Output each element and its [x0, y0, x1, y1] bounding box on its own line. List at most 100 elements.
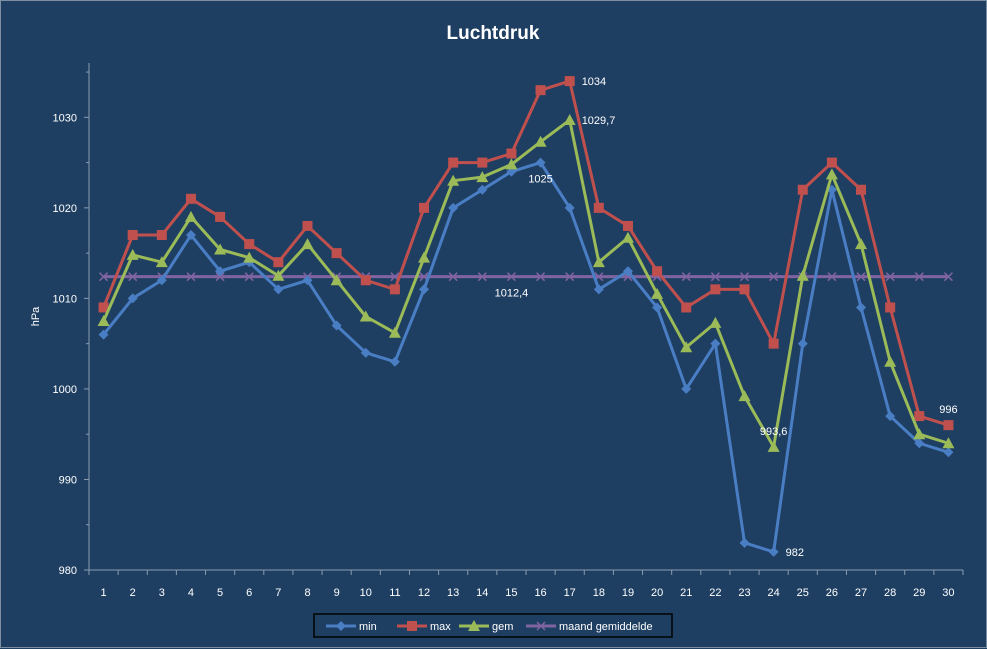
- point-min: [564, 202, 575, 213]
- y-axis-title: hPa: [30, 306, 42, 326]
- point-max: [156, 230, 167, 241]
- point-max: [593, 202, 604, 213]
- point-max: [652, 266, 663, 277]
- point-max: [564, 76, 575, 87]
- x-tick-label: 5: [217, 587, 223, 599]
- point-min: [710, 338, 721, 349]
- point-gem: [214, 243, 227, 255]
- point-maand-gemiddelde: [943, 272, 953, 282]
- legend-label-min: min: [359, 621, 377, 633]
- y-tick-label: 980: [59, 565, 77, 577]
- point-gem: [942, 437, 955, 449]
- series-layer: [97, 76, 955, 557]
- data-label: 1012,4: [495, 288, 529, 300]
- x-tick-label: 16: [534, 587, 546, 599]
- point-max: [98, 302, 109, 313]
- x-tick-label: 29: [913, 587, 925, 599]
- legend: min max gem maand gemiddelde: [313, 613, 673, 638]
- point-maand-gemiddelde: [739, 272, 750, 282]
- point-min: [215, 266, 226, 277]
- point-gem: [388, 326, 401, 338]
- point-max: [360, 275, 371, 286]
- point-maand-gemiddelde: [99, 272, 109, 282]
- point-gem: [505, 158, 518, 170]
- point-min: [739, 537, 750, 548]
- point-max: [448, 157, 459, 168]
- x-tick-label: 15: [505, 587, 517, 599]
- legend-label-gem: gem: [492, 621, 513, 633]
- y-tick-label: 1010: [53, 293, 77, 305]
- point-min: [302, 275, 313, 286]
- point-max: [535, 85, 546, 96]
- series-line-min: [102, 161, 949, 554]
- point-min: [331, 320, 342, 331]
- legend-label-max: max: [430, 621, 451, 633]
- point-gem: [913, 428, 926, 440]
- y-tick-label: 1030: [53, 112, 77, 124]
- point-maand-gemiddelde: [215, 272, 225, 282]
- point-min: [360, 347, 371, 358]
- point-maand-gemiddelde: [769, 272, 779, 282]
- point-gem: [563, 114, 576, 126]
- point-max: [826, 157, 837, 168]
- point-gem: [592, 256, 605, 268]
- point-maand-gemiddelde: [477, 272, 487, 282]
- point-gem: [621, 231, 634, 243]
- point-gem: [243, 251, 256, 263]
- point-gem: [738, 390, 751, 402]
- point-gem: [97, 315, 110, 327]
- x-tick-label: 14: [476, 587, 488, 599]
- x-tick-label: 19: [622, 587, 634, 599]
- point-max: [185, 193, 196, 204]
- point-gem: [476, 171, 489, 183]
- point-min: [419, 284, 430, 295]
- point-max: [506, 148, 517, 159]
- x-tick-label: 9: [334, 587, 340, 599]
- point-gem: [126, 248, 139, 260]
- x-tick-label: 11: [389, 587, 400, 599]
- x-tick-label: 4: [188, 587, 194, 599]
- point-gem: [680, 341, 693, 353]
- point-gem: [272, 269, 285, 281]
- point-gem: [884, 355, 897, 367]
- x-tick-label: 20: [651, 587, 663, 599]
- x-tick-label: 1: [101, 587, 107, 599]
- point-max: [127, 230, 138, 241]
- data-labels: 1034 1029,7 1025 1012,4 993,6 982 996: [495, 76, 958, 559]
- point-maand-gemiddelde: [244, 272, 254, 282]
- point-min: [477, 184, 488, 195]
- series-gem: [97, 114, 955, 452]
- point-max: [244, 239, 255, 250]
- point-min: [681, 383, 692, 394]
- x-tick-label: 24: [768, 587, 780, 599]
- point-max: [622, 220, 633, 231]
- point-maand-gemiddelde: [448, 272, 458, 282]
- data-label: 996: [939, 404, 957, 416]
- x-tick-label: 25: [797, 587, 809, 599]
- legend-label-maand-gemiddelde: maand gemiddelde: [559, 621, 653, 633]
- series-min: [98, 157, 954, 557]
- data-label: 993,6: [760, 426, 788, 438]
- point-max: [914, 411, 925, 422]
- point-min: [768, 546, 779, 557]
- point-maand-gemiddelde: [128, 272, 138, 282]
- point-gem: [767, 440, 780, 452]
- data-label: 1029,7: [582, 115, 616, 127]
- x-tick-label: 27: [855, 587, 867, 599]
- point-min: [593, 284, 604, 295]
- point-gem: [534, 135, 547, 147]
- point-min: [943, 447, 954, 458]
- legend-marker-min: [336, 621, 346, 631]
- point-min: [389, 356, 400, 367]
- point-max: [710, 284, 721, 295]
- point-max: [739, 284, 750, 295]
- point-gem: [330, 274, 343, 286]
- point-gem: [447, 174, 460, 186]
- point-min: [885, 411, 896, 422]
- point-max: [215, 211, 226, 222]
- point-max: [331, 248, 342, 259]
- x-tick-label: 26: [826, 587, 838, 599]
